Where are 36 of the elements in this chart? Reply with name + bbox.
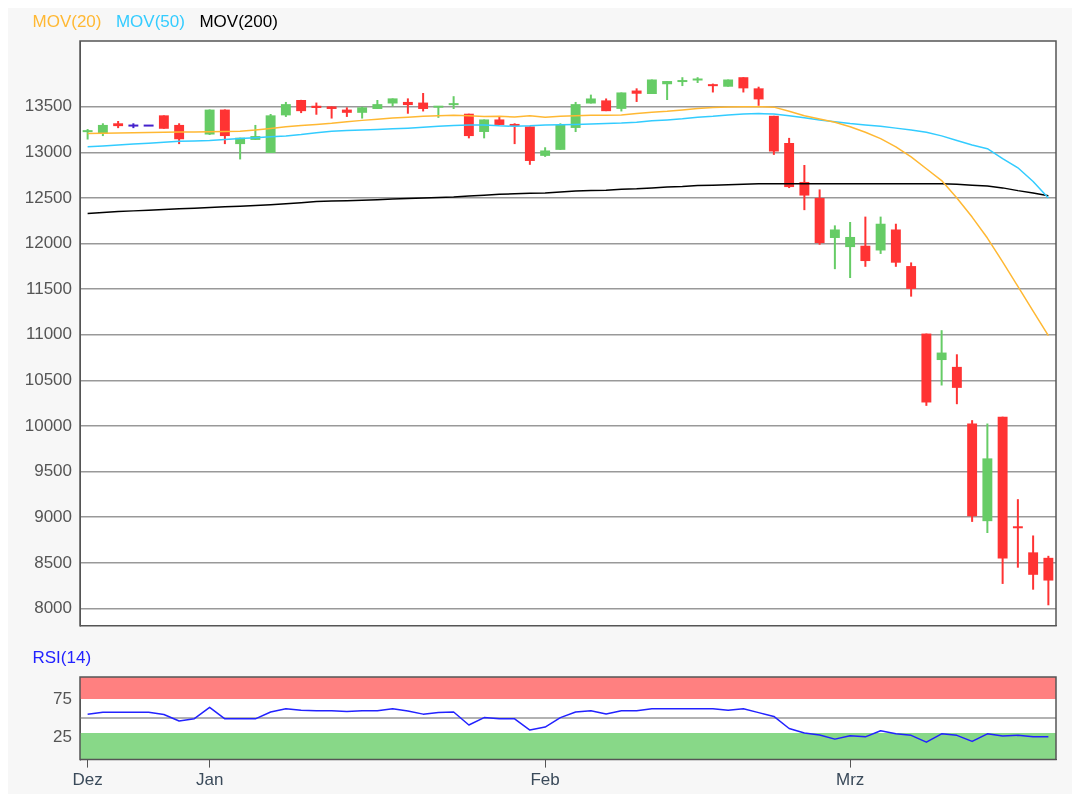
candlestick	[951, 353, 962, 406]
x-tick-label: Dez	[72, 770, 103, 790]
x-tick-label: Jan	[195, 770, 224, 790]
y-tick-label: 9000	[34, 506, 72, 526]
y-tick-label: 10500	[24, 370, 72, 390]
y-tick-label: 10000	[24, 415, 72, 435]
text: MOV(50)	[115, 12, 185, 32]
candlestick	[936, 329, 947, 387]
y-tick-label: 8000	[34, 598, 72, 618]
candlestick	[616, 91, 627, 113]
candlestick	[829, 224, 840, 271]
candlestick	[570, 100, 581, 134]
y-tick-label: 25	[53, 726, 72, 746]
y-tick-label: 11500	[25, 278, 72, 298]
candlestick	[1012, 498, 1023, 569]
y-tick-label: 75	[53, 688, 72, 708]
candlestick	[1043, 554, 1054, 607]
y-tick-label: 8500	[34, 552, 72, 572]
x-tick-label: Feb	[530, 770, 560, 790]
candlestick	[906, 261, 917, 298]
text: MOV(20)	[32, 12, 102, 32]
y-tick-label: 9500	[34, 461, 72, 481]
y-tick-label: 12500	[24, 187, 72, 207]
candlestick	[753, 85, 764, 107]
candlestick	[845, 221, 856, 280]
y-tick-label: 12000	[24, 233, 72, 253]
x-tick-label: Mrz	[835, 770, 865, 790]
y-tick-label: 11000	[25, 324, 72, 344]
text: RSI(14)	[32, 648, 92, 668]
y-tick-label: 13000	[24, 141, 72, 161]
candlestick	[1028, 534, 1039, 591]
candlestick	[418, 92, 429, 113]
candlestick	[860, 215, 871, 268]
y-tick-label: 13500	[24, 96, 72, 116]
text: MOV(200)	[199, 12, 278, 32]
candlestick	[662, 80, 673, 102]
